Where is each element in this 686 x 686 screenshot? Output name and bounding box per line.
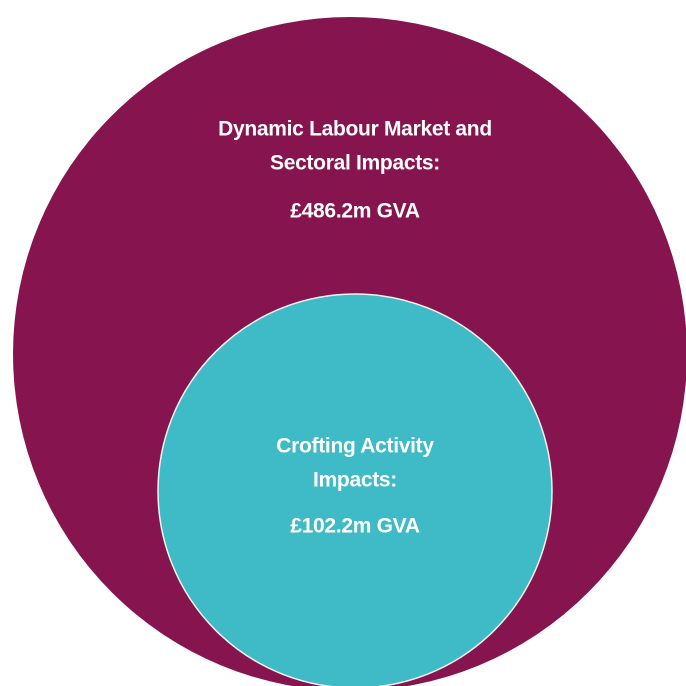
inner-value: £102.2m GVA	[290, 515, 420, 538]
inner-label: Crofting Activity	[276, 435, 434, 458]
inner-circle	[157, 293, 553, 686]
outer-value: £486.2m GVA	[290, 200, 420, 223]
inner-label: Impacts:	[313, 469, 397, 492]
outer-label: Dynamic Labour Market and	[218, 118, 492, 141]
outer-label: Sectoral Impacts:	[270, 152, 440, 175]
